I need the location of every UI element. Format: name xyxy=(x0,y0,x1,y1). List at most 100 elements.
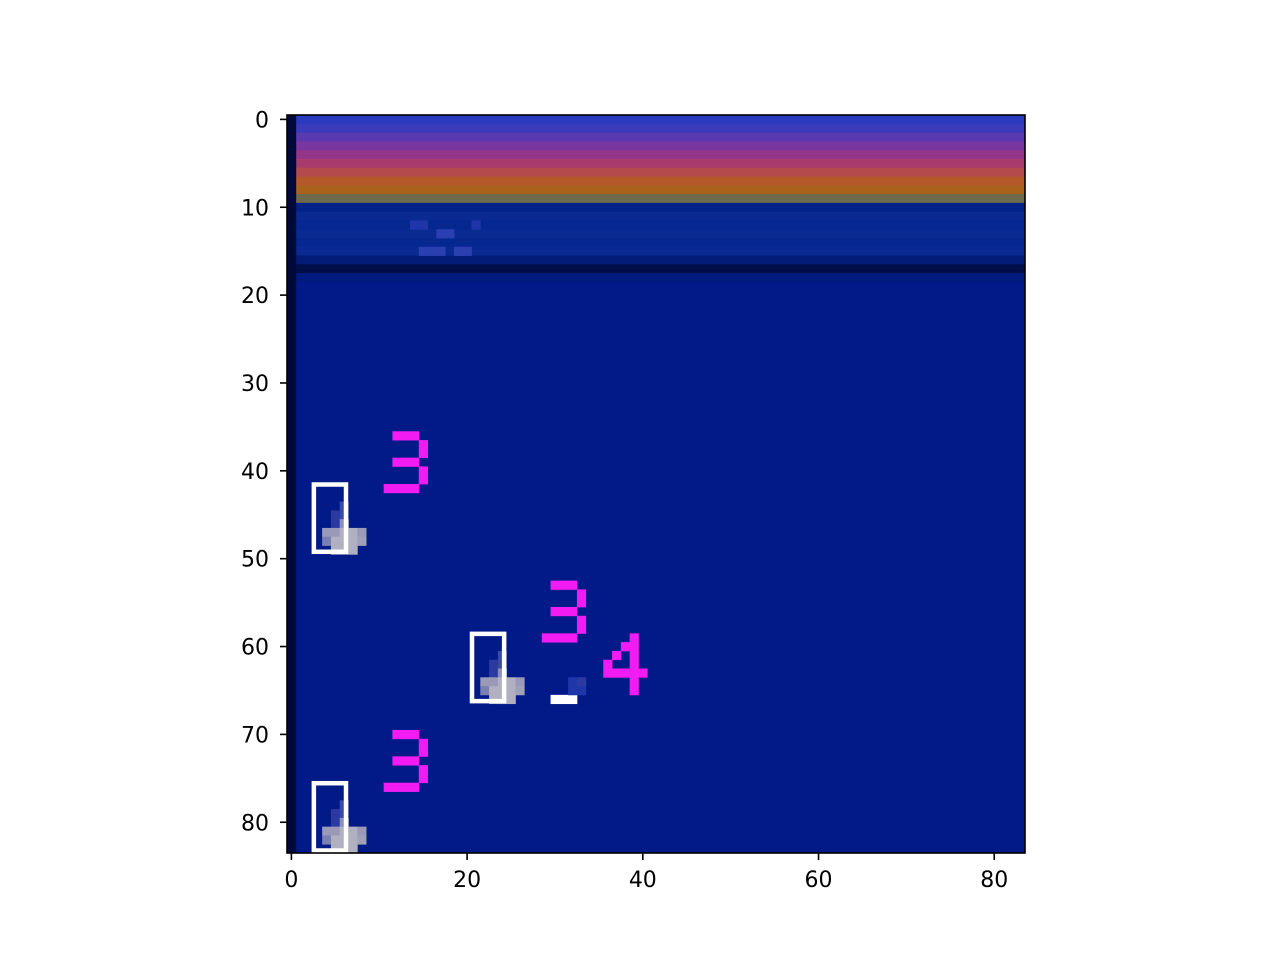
sky-band xyxy=(287,115,1025,125)
sky-band xyxy=(287,264,1025,274)
x-tick-label: 60 xyxy=(805,868,833,893)
sprite-pixel xyxy=(497,677,516,687)
y-tick-label: 60 xyxy=(241,636,269,661)
glyph-pixel xyxy=(410,457,420,467)
sprite-pixel xyxy=(515,677,525,687)
sky-band xyxy=(287,176,1025,186)
hud-blob xyxy=(410,220,420,230)
glyph-pixel xyxy=(612,668,622,678)
sprite-pixel xyxy=(330,809,341,828)
glyph-pixel xyxy=(559,633,569,643)
sky-band xyxy=(287,229,1025,239)
y-tick-label: 80 xyxy=(241,811,269,836)
glyph-pixel xyxy=(392,730,402,740)
glyph-pixel xyxy=(418,475,428,485)
sky-band xyxy=(287,273,1025,283)
glyph-pixel xyxy=(559,607,569,617)
glyph-pixel xyxy=(418,448,428,459)
glyph-pixel xyxy=(576,615,587,625)
glyph-pixel xyxy=(418,466,428,476)
glyph-pixel xyxy=(629,659,639,669)
glyph-pixel xyxy=(410,782,420,792)
sprite-pixel xyxy=(480,686,490,696)
player-sprite xyxy=(311,780,367,853)
hud-blob xyxy=(471,220,481,230)
ball-dash xyxy=(550,694,578,705)
hud-blob xyxy=(436,246,446,256)
sprite-pixel xyxy=(322,826,341,836)
glyph-pixel xyxy=(629,677,639,687)
glyph-pixel xyxy=(401,457,411,467)
glyph-pixel xyxy=(629,633,639,643)
hud-blob xyxy=(462,246,472,256)
glyph-pixel xyxy=(541,633,551,643)
glyph-pixel xyxy=(392,484,402,494)
glyph-pixel xyxy=(576,624,587,634)
hud-blob xyxy=(418,220,428,230)
sky-band xyxy=(287,158,1025,169)
sprite-pixel xyxy=(357,536,367,546)
glyph-pixel xyxy=(383,782,393,792)
player-sprite xyxy=(311,482,367,555)
glyph-pixel xyxy=(620,668,631,678)
sky-band xyxy=(287,194,1025,204)
sprite-pixel xyxy=(339,527,358,538)
axis-ticks: 0 20 40 60 80 0 10 20 30 40 50 60 70 80 xyxy=(241,108,1008,893)
hud-blob xyxy=(445,229,455,239)
glyph-pixel xyxy=(629,686,639,696)
x-tick-label: 0 xyxy=(284,868,298,893)
player-box xyxy=(311,482,349,555)
player-label-3 xyxy=(541,580,587,643)
glyph-pixel xyxy=(418,440,428,450)
glyph-pixel xyxy=(568,607,578,617)
glyph-pixel xyxy=(576,589,587,599)
y-tick-label: 20 xyxy=(241,284,269,309)
glyph-pixel xyxy=(603,659,613,669)
player-box xyxy=(311,780,349,853)
player-sprite xyxy=(469,631,525,705)
y-tick-label: 70 xyxy=(241,723,269,748)
sky-band xyxy=(287,220,1025,230)
sprite-pixel xyxy=(322,536,332,546)
glyph-pixel xyxy=(392,782,402,792)
glyph-pixel xyxy=(559,580,569,590)
sprite-pixel xyxy=(322,527,341,538)
glyph-pixel xyxy=(576,598,587,608)
sprite-pixel xyxy=(489,659,499,678)
sky-band xyxy=(287,246,1025,256)
left-border xyxy=(287,115,297,853)
sky-band xyxy=(287,141,1025,151)
extra-label-4 xyxy=(603,633,648,696)
glyph-pixel xyxy=(418,738,428,748)
glyph-pixel xyxy=(392,457,402,467)
y-tick-label: 30 xyxy=(241,372,269,397)
glyph-pixel xyxy=(568,580,578,590)
glyph-pixel xyxy=(401,484,411,494)
sky-band xyxy=(287,123,1025,133)
glyph-pixel xyxy=(629,642,639,652)
glyph-pixel xyxy=(392,431,402,441)
sky-band xyxy=(287,150,1025,160)
player-box xyxy=(469,631,507,704)
sprite-pixel xyxy=(339,826,358,836)
glyph-pixel xyxy=(410,484,420,494)
x-tick-label: 80 xyxy=(980,868,1008,893)
player-label-3 xyxy=(383,431,428,494)
sky-band xyxy=(287,167,1025,177)
sprite-pixel xyxy=(357,527,367,538)
glyph-pixel xyxy=(418,765,428,775)
glyph-pixel xyxy=(401,756,411,766)
sky-band xyxy=(287,202,1025,213)
glyph-pixel xyxy=(629,668,639,678)
glyph-pixel xyxy=(568,633,578,643)
axes-frame xyxy=(286,114,1026,854)
hud-blob xyxy=(418,246,428,256)
sprite-pixel xyxy=(330,510,341,529)
y-tick-label: 40 xyxy=(241,460,269,485)
y-tick-label: 0 xyxy=(255,108,269,133)
glyph-pixel xyxy=(401,782,411,792)
glyph-pixel xyxy=(401,431,411,441)
sky-band xyxy=(287,211,1025,221)
hud-blob xyxy=(453,246,464,256)
